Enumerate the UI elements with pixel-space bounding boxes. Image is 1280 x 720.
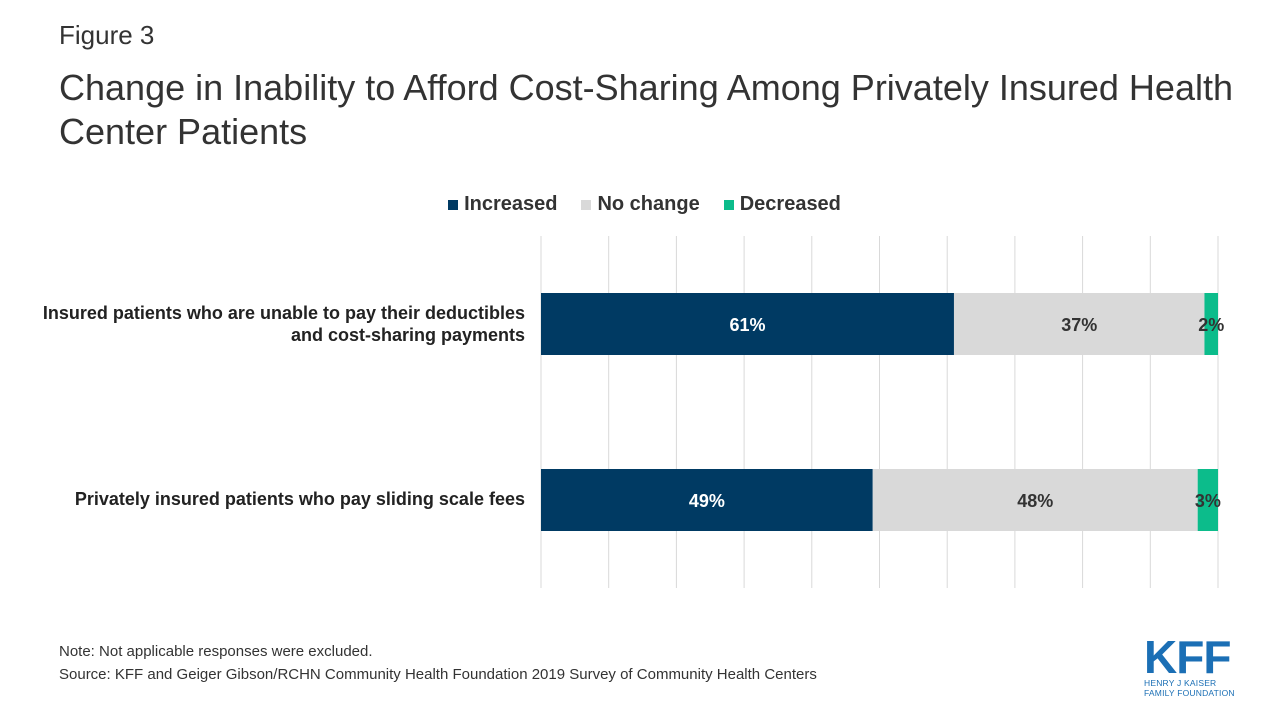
chart-legend: Increased No change Decreased	[0, 193, 1280, 216]
category-label-unable-to-pay: Insured patients who are unable to pay t…	[42, 303, 525, 345]
bar-no-change-2	[872, 469, 1198, 531]
category-label-sliding-scale: Privately insured patients who pay slidi…	[74, 489, 525, 509]
bar-increased-1	[541, 293, 954, 355]
legend-label-no-change: No change	[597, 193, 700, 215]
legend-item-decreased: Decreased	[723, 193, 841, 216]
legend-swatch-increased	[448, 199, 459, 210]
legend-label-increased: Increased	[464, 193, 558, 215]
legend-item-no-change: No change	[581, 193, 700, 216]
chart-note: Note: Not applicable responses were excl…	[59, 643, 373, 660]
legend-item-increased: Increased	[448, 193, 557, 216]
legend-swatch-decreased	[723, 199, 734, 210]
logo-wordmark: KFF	[1144, 631, 1231, 683]
data-label-no-change-2: 48%	[1017, 491, 1053, 511]
bar-increased-2	[541, 469, 873, 531]
figure-label: Figure 3	[59, 20, 155, 50]
legend-label-decreased: Decreased	[739, 193, 841, 215]
chart-source: Source: KFF and Geiger Gibson/RCHN Commu…	[59, 666, 817, 683]
kff-logo: KFF HENRY J KAISER FAMILY FOUNDATION	[1144, 631, 1236, 698]
data-label-decreased-1: 2%	[1198, 315, 1224, 335]
data-label-decreased-2: 3%	[1195, 491, 1221, 511]
data-label-no-change-1: 37%	[1061, 315, 1097, 335]
logo-line-1: HENRY J KAISER	[1144, 678, 1217, 688]
data-label-increased-2: 49%	[689, 491, 725, 511]
bar-no-change-1	[953, 293, 1205, 355]
bar-decreased-2	[1197, 469, 1218, 531]
data-label-increased-1: 61%	[729, 315, 765, 335]
legend-swatch-no-change	[581, 199, 592, 210]
bar-decreased-1	[1204, 293, 1218, 355]
chart-title: Change in Inability to Afford Cost-Shari…	[59, 67, 1233, 152]
logo-line-2: FAMILY FOUNDATION	[1144, 688, 1235, 698]
